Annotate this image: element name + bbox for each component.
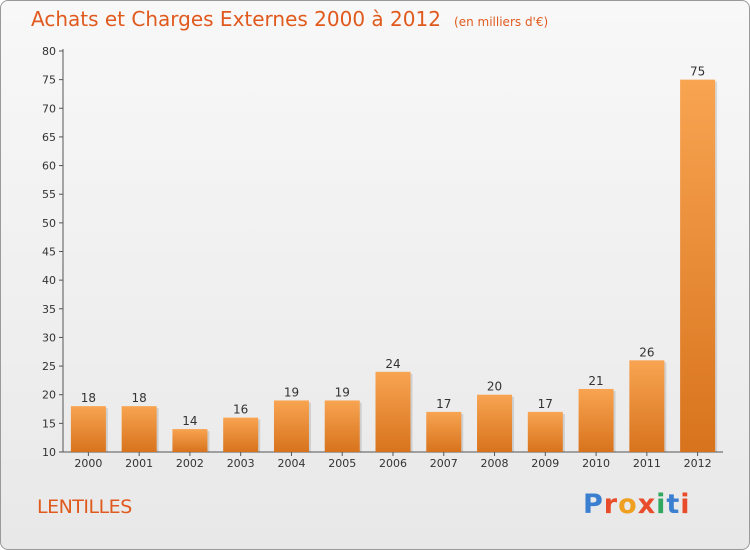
- bar: [273, 400, 309, 452]
- x-tick-label: 2009: [531, 457, 559, 470]
- bar: [680, 79, 716, 453]
- logo-letter: r: [603, 489, 619, 520]
- bar: [375, 371, 411, 452]
- x-tick-label: 2001: [125, 457, 153, 470]
- x-tick-label: 2011: [633, 457, 661, 470]
- y-tick-label: 25: [42, 360, 56, 373]
- data-label: 26: [639, 345, 654, 359]
- x-tick-label: 2012: [684, 457, 712, 470]
- logo-letter: o: [618, 489, 638, 520]
- logo-letter: t: [666, 489, 681, 520]
- y-tick-label: 45: [42, 246, 56, 259]
- data-label: 24: [385, 357, 400, 371]
- bar: [527, 411, 563, 452]
- bar: [223, 417, 259, 452]
- data-label: 75: [690, 65, 705, 79]
- bar: [629, 360, 665, 452]
- y-tick-label: 70: [42, 102, 56, 115]
- data-label: 18: [132, 391, 147, 405]
- bar: [477, 394, 513, 452]
- data-label: 20: [487, 380, 502, 394]
- logo-letter: i: [656, 489, 667, 520]
- bar: [70, 406, 106, 452]
- y-tick-label: 60: [42, 160, 56, 173]
- data-label: 19: [335, 385, 350, 399]
- y-tick-label: 20: [42, 389, 56, 402]
- y-tick-label: 10: [42, 446, 56, 459]
- data-label: 14: [182, 414, 197, 428]
- y-tick-label: 40: [42, 274, 56, 287]
- data-label: 18: [81, 391, 96, 405]
- x-tick-label: 2008: [481, 457, 509, 470]
- chart-title-block: Achats et Charges Externes 2000 à 2012 (…: [31, 7, 548, 31]
- bar: [172, 429, 208, 452]
- x-tick-label: 2005: [328, 457, 356, 470]
- x-tick-label: 2003: [227, 457, 255, 470]
- x-tick-label: 2004: [277, 457, 305, 470]
- y-tick-label: 50: [42, 217, 56, 230]
- y-tick-label: 80: [42, 45, 56, 58]
- bar: [121, 406, 157, 452]
- logo-letter: P: [583, 489, 604, 520]
- x-tick-label: 2000: [74, 457, 102, 470]
- x-tick-label: 2006: [379, 457, 407, 470]
- commune-name: LENTILLES: [37, 496, 132, 518]
- data-label: 19: [284, 385, 299, 399]
- bar: [578, 388, 614, 452]
- y-tick-label: 30: [42, 331, 56, 344]
- proxiti-logo: Proxiti: [583, 489, 691, 520]
- data-label: 17: [436, 397, 451, 411]
- chart-title: Achats et Charges Externes 2000 à 2012: [31, 7, 441, 31]
- logo-letter: i: [680, 489, 691, 520]
- y-tick-label: 15: [42, 417, 56, 430]
- x-tick-label: 2010: [582, 457, 610, 470]
- data-label: 16: [233, 403, 248, 417]
- bar: [324, 400, 360, 452]
- y-tick-label: 65: [42, 131, 56, 144]
- y-tick-label: 35: [42, 303, 56, 316]
- y-tick-label: 75: [42, 74, 56, 87]
- data-label: 17: [538, 397, 553, 411]
- bar: [426, 411, 462, 452]
- x-tick-label: 2007: [430, 457, 458, 470]
- logo-letter: x: [637, 489, 657, 520]
- x-tick-label: 2002: [176, 457, 204, 470]
- data-label: 21: [588, 374, 603, 388]
- y-tick-label: 55: [42, 188, 56, 201]
- chart-subtitle: (en milliers d'€): [454, 15, 549, 29]
